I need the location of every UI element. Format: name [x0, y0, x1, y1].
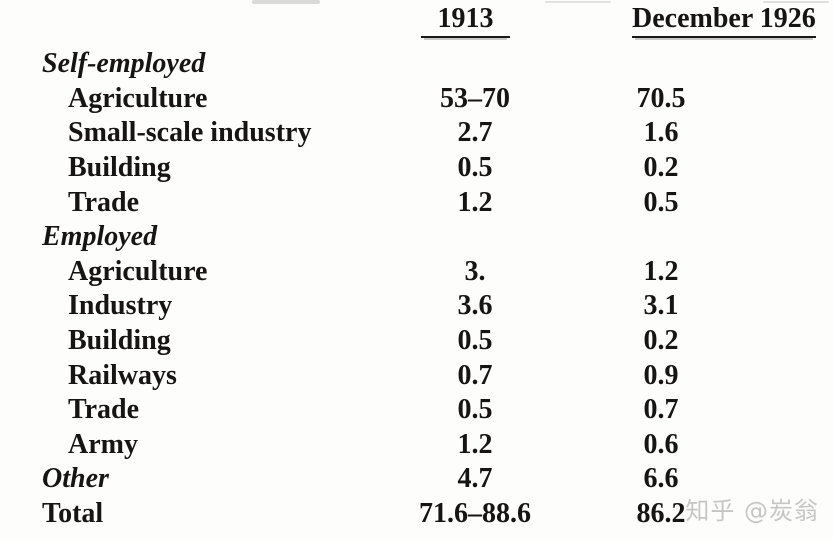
row-label: Building: [68, 325, 171, 357]
table-row-small-scale-industry: Small-scale industry 2.7 1.6: [0, 116, 833, 151]
value-1926: 70.5: [636, 82, 686, 114]
row-label: Railways: [68, 359, 177, 391]
value-1913: 3.: [464, 255, 486, 287]
value-1926: 6.6: [643, 463, 679, 495]
table-row-self-employed: Self-employed: [0, 47, 833, 82]
value-1926: 1.2: [643, 255, 679, 287]
value-1913: 0.5: [457, 325, 493, 357]
column-header-december-1926: December 1926: [632, 4, 816, 38]
row-label: Army: [68, 428, 138, 460]
value-1926: 3.1: [643, 290, 679, 322]
value-1913: 71.6–88.6: [419, 498, 531, 530]
table-row-agriculture-employed: Agriculture 3. 1.2: [0, 255, 833, 290]
row-label: Trade: [68, 394, 140, 426]
row-label: Other: [42, 463, 109, 495]
table-row-agriculture-self: Agriculture 53–70 70.5: [0, 82, 833, 117]
value-1913: 1.2: [457, 186, 493, 218]
value-1913: 2.7: [457, 117, 493, 149]
value-1913: 4.7: [457, 463, 493, 495]
value-1926: 0.9: [643, 359, 679, 391]
value-1926: 0.6: [643, 428, 679, 460]
value-1926: 0.5: [643, 186, 679, 218]
value-1926: 0.2: [643, 152, 679, 184]
value-1913: 0.5: [457, 152, 493, 184]
row-label: Agriculture: [68, 255, 208, 287]
row-label: Agriculture: [68, 82, 208, 114]
value-1913: 0.5: [457, 394, 493, 426]
row-label: Self-employed: [42, 48, 206, 80]
row-label: Industry: [68, 290, 173, 322]
value-1913: 0.7: [457, 359, 493, 391]
table-row-building-self: Building 0.5 0.2: [0, 151, 833, 186]
value-1913: 53–70: [440, 82, 510, 114]
value-1913: 1.2: [457, 428, 493, 460]
row-label: Trade: [68, 186, 140, 218]
table-row-trade-self: Trade 1.2 0.5: [0, 185, 833, 220]
row-label: Employed: [42, 221, 158, 253]
zhihu-watermark: 知乎 @炭翁: [685, 497, 819, 525]
table-row-building-employed: Building 0.5 0.2: [0, 324, 833, 359]
table-row-other: Other 4.7 6.6: [0, 462, 833, 497]
table-row-army: Army 1.2 0.6: [0, 428, 833, 463]
table-row-total: Total 71.6–88.6 86.2: [0, 497, 833, 532]
row-label: Total: [42, 498, 104, 530]
row-label: Small-scale industry: [68, 117, 312, 149]
table-row-employed: Employed: [0, 220, 833, 255]
column-header-1913: 1913: [421, 4, 510, 38]
table-row-industry: Industry 3.6 3.1: [0, 289, 833, 324]
scan-artifact: [252, 0, 320, 4]
table-row-trade-employed: Trade 0.5 0.7: [0, 393, 833, 428]
value-1926: 0.2: [643, 325, 679, 357]
table-header-row: 1913 December 1926: [0, 4, 833, 46]
value-1926: 86.2: [636, 498, 686, 530]
value-1926: 1.6: [643, 117, 679, 149]
row-label: Building: [68, 152, 171, 184]
value-1913: 3.6: [457, 290, 493, 322]
table-row-railways: Railways 0.7 0.9: [0, 358, 833, 393]
table-body: Self-employed Agriculture 53–70 70.5 Sma…: [0, 47, 833, 531]
value-1926: 0.7: [643, 394, 679, 426]
